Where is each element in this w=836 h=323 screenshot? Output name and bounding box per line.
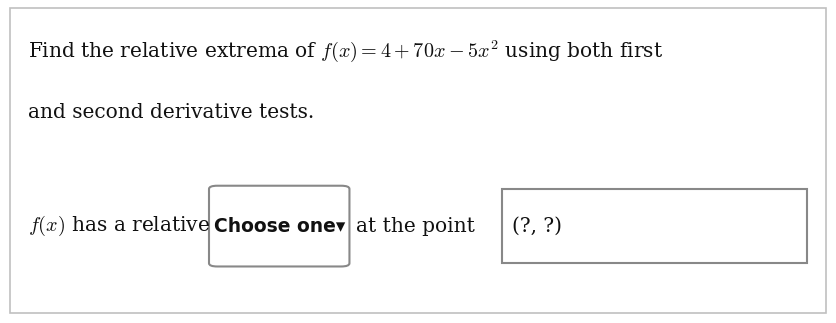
Text: and second derivative tests.: and second derivative tests. bbox=[28, 103, 314, 122]
Text: at the point: at the point bbox=[356, 217, 475, 235]
FancyBboxPatch shape bbox=[209, 186, 349, 266]
FancyBboxPatch shape bbox=[502, 189, 807, 263]
Text: Choose one▾: Choose one▾ bbox=[214, 217, 344, 235]
FancyBboxPatch shape bbox=[10, 8, 826, 313]
Text: $f(x)$ has a relative: $f(x)$ has a relative bbox=[28, 214, 210, 238]
Text: Find the relative extrema of $f(x) = 4 + 70x - 5x^2$ using both first: Find the relative extrema of $f(x) = 4 +… bbox=[28, 39, 663, 64]
Text: (?, ?): (?, ?) bbox=[512, 217, 562, 235]
